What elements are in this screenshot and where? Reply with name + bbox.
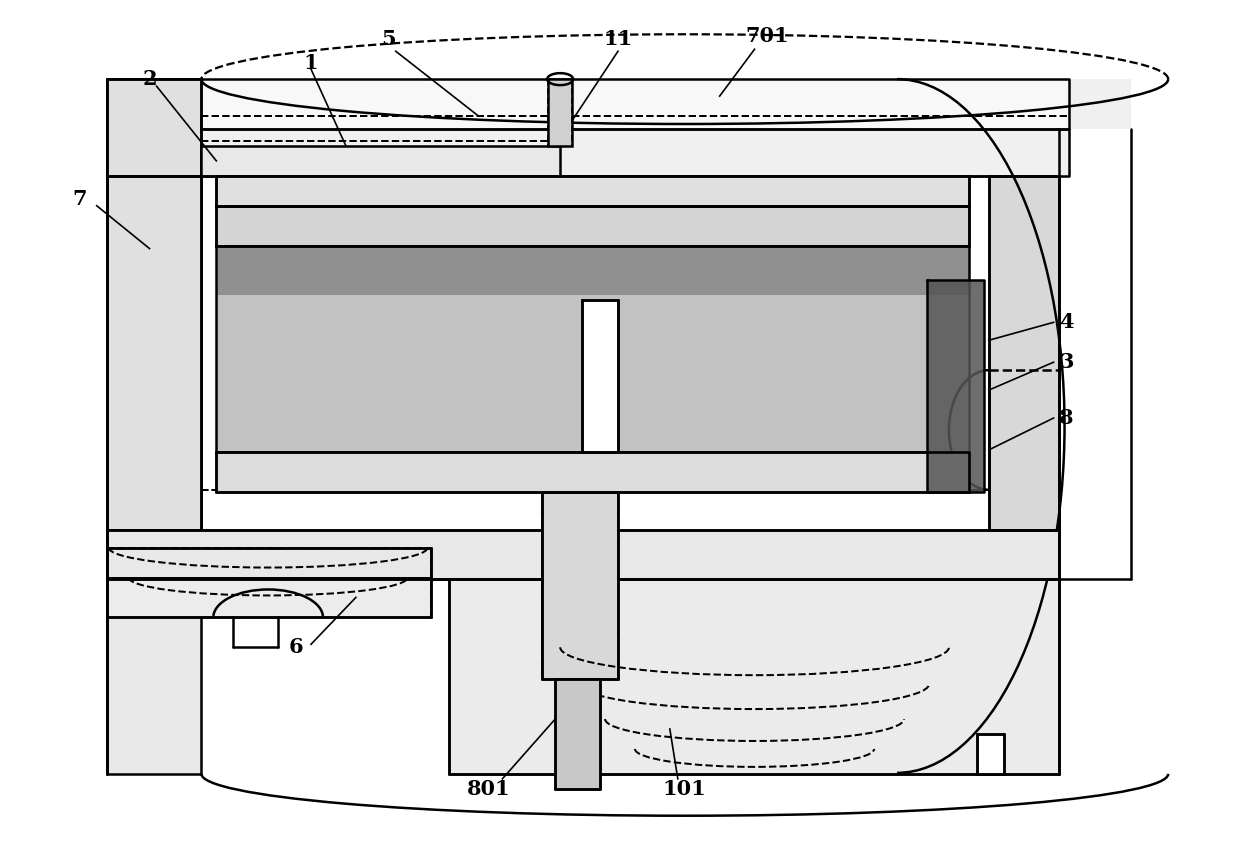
Polygon shape bbox=[107, 578, 431, 617]
Polygon shape bbox=[582, 300, 618, 452]
Polygon shape bbox=[976, 734, 1004, 774]
Polygon shape bbox=[107, 79, 202, 774]
Text: 8: 8 bbox=[1059, 408, 1074, 428]
Text: 101: 101 bbox=[663, 779, 706, 799]
Polygon shape bbox=[927, 281, 984, 492]
Text: 11: 11 bbox=[603, 29, 633, 49]
Polygon shape bbox=[202, 79, 1068, 129]
Text: 801: 801 bbox=[467, 779, 510, 799]
Polygon shape bbox=[202, 129, 1068, 176]
Text: 4: 4 bbox=[1059, 312, 1074, 333]
Polygon shape bbox=[217, 452, 969, 492]
Text: 3: 3 bbox=[1059, 352, 1074, 372]
Polygon shape bbox=[107, 529, 1058, 580]
Text: 2: 2 bbox=[142, 69, 157, 89]
Polygon shape bbox=[217, 176, 969, 206]
Polygon shape bbox=[449, 580, 1058, 774]
Polygon shape bbox=[555, 679, 600, 789]
Polygon shape bbox=[989, 176, 1058, 529]
Polygon shape bbox=[217, 246, 969, 452]
Text: 7: 7 bbox=[73, 189, 87, 208]
Polygon shape bbox=[543, 492, 618, 679]
Polygon shape bbox=[107, 547, 431, 578]
Polygon shape bbox=[217, 206, 969, 246]
Polygon shape bbox=[202, 79, 1131, 129]
Text: 6: 6 bbox=[289, 637, 304, 657]
Polygon shape bbox=[107, 176, 202, 529]
Polygon shape bbox=[107, 79, 202, 176]
Polygon shape bbox=[217, 246, 969, 295]
Polygon shape bbox=[217, 295, 969, 452]
Text: 5: 5 bbox=[382, 29, 396, 49]
Text: 701: 701 bbox=[746, 26, 789, 46]
Text: 1: 1 bbox=[304, 53, 318, 73]
Polygon shape bbox=[202, 146, 560, 176]
Polygon shape bbox=[548, 79, 572, 146]
